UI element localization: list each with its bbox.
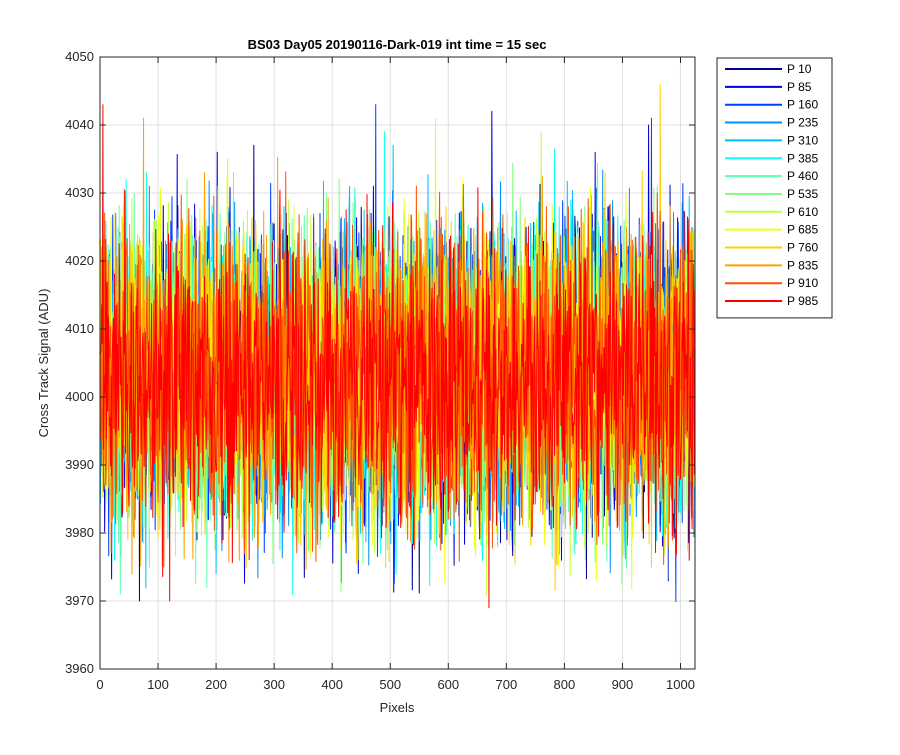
- legend-label: P 610: [787, 205, 818, 219]
- legend-label: P 10: [787, 62, 812, 76]
- x-tick-label: 800: [554, 677, 576, 692]
- legend-label: P 385: [787, 151, 818, 165]
- y-tick-label: 4010: [65, 321, 94, 336]
- legend-label: P 535: [787, 187, 818, 201]
- x-tick-label: 600: [437, 677, 459, 692]
- x-tick-label: 500: [379, 677, 401, 692]
- y-tick-label: 3960: [65, 661, 94, 676]
- legend-label: P 310: [787, 133, 818, 147]
- legend-label: P 985: [787, 294, 818, 308]
- legend-label: P 685: [787, 223, 818, 237]
- y-tick-label: 3980: [65, 525, 94, 540]
- series-group: [100, 83, 695, 609]
- y-tick-label: 4040: [65, 117, 94, 132]
- legend-label: P 460: [787, 169, 818, 183]
- x-axis-label: Pixels: [380, 700, 415, 715]
- legend-label: P 160: [787, 98, 818, 112]
- y-tick-label: 3990: [65, 457, 94, 472]
- y-tick-label: 4020: [65, 253, 94, 268]
- x-tick-label: 300: [263, 677, 285, 692]
- x-tick-label: 1000: [666, 677, 695, 692]
- y-tick-label: 4000: [65, 389, 94, 404]
- legend-box: [716, 57, 833, 319]
- y-tick-label: 4050: [65, 49, 94, 64]
- legend-label: P 235: [787, 116, 818, 130]
- axis-ticks: 0 100 200 300 400 500 600 700 800 900 1000 3960 3970…: [65, 49, 695, 692]
- x-tick-label: 700: [495, 677, 517, 692]
- x-tick-label: 900: [612, 677, 634, 692]
- y-tick-label: 3970: [65, 593, 94, 608]
- legend-label: P 910: [787, 276, 818, 290]
- x-tick-label: 200: [205, 677, 227, 692]
- legend-label: P 85: [787, 80, 812, 94]
- x-tick-label: 0: [96, 677, 103, 692]
- x-tick-label: 400: [321, 677, 343, 692]
- chart-title: BS03 Day05 20190116-Dark-019 int time = …: [248, 37, 547, 52]
- x-tick-label: 100: [147, 677, 169, 692]
- y-axis-label: Cross Track Signal (ADU): [36, 289, 51, 438]
- legend-label: P 835: [787, 258, 818, 272]
- series-line-p985: [100, 104, 695, 609]
- y-tick-label: 4030: [65, 185, 94, 200]
- plot-frame: [99, 56, 696, 670]
- legend: P 10 P 85 P 160 P 235 P 310 P 385 P 460 P 535 P …: [716, 57, 833, 319]
- legend-label: P 760: [787, 241, 818, 255]
